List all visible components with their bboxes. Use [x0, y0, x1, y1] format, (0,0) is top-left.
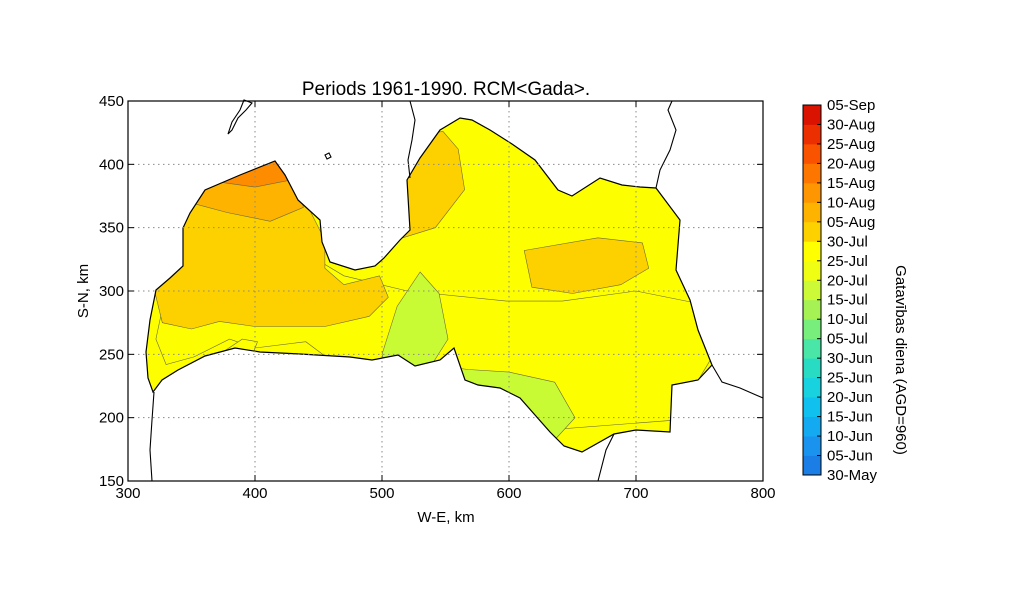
x-tick-label: 300 — [115, 485, 140, 502]
y-tick-label: 300 — [99, 283, 124, 300]
y-tick-label: 450 — [99, 93, 124, 110]
x-tick-label: 700 — [623, 485, 648, 502]
colorbar-segment — [803, 280, 821, 301]
latvia-outline — [145, 117, 713, 453]
contour-region-4 — [523, 237, 650, 294]
belarus-border-line — [711, 364, 764, 399]
colorbar-tick-label: 15-Jun — [827, 409, 873, 426]
x-axis-label: W-E, km — [417, 509, 474, 526]
colorbar-tick-label: 30-Jul — [827, 233, 868, 250]
colorbar-segment — [803, 436, 821, 456]
x-tick-label: 500 — [369, 485, 394, 502]
colorbar-segment — [803, 124, 821, 145]
colorbar-tick-label: 05-Sep — [827, 97, 875, 114]
axis-ticks: 300 400 500 600 700 800 150 200 250 300 350 400 450 — [99, 93, 776, 502]
x-tick-label: 600 — [496, 485, 521, 502]
colorbar-tick-label: 10-Jul — [827, 311, 868, 328]
neighbour-borders — [149, 99, 764, 482]
colorbar-tick-label: 15-Aug — [827, 175, 875, 192]
colorbar-tick-label: 30-Jun — [827, 350, 873, 367]
colorbar-tick-label: 25-Jul — [827, 253, 868, 270]
colorbar-segment — [803, 163, 821, 184]
y-tick-label: 400 — [99, 156, 124, 173]
colorbar-tick-label: 25-Aug — [827, 136, 875, 153]
y-axis-label: S-N, km — [75, 264, 92, 318]
colorbar-segment — [803, 416, 821, 437]
colorbar-label: Gatavības diena (AGD=960) — [892, 265, 909, 455]
estonia-coast-line — [227, 99, 253, 135]
southern-border-line — [149, 391, 155, 482]
x-tick-label: 800 — [750, 485, 775, 502]
grid-lines — [128, 101, 763, 481]
colorbar-segment — [803, 260, 821, 281]
southeast-border-line — [597, 433, 615, 482]
y-tick-label: 150 — [99, 473, 124, 490]
colorbar-tick-label: 05-Aug — [827, 214, 875, 231]
chart-title: Periods 1961-1990. RCM<Gada>. — [302, 79, 590, 100]
colorbar-segment — [803, 241, 821, 262]
colorbar-tick-label: 30-May — [827, 467, 878, 484]
colorbar-segment — [803, 182, 821, 203]
islet-outline — [324, 152, 332, 160]
colorbar-tick-label: 10-Jun — [827, 428, 873, 445]
colorbar-segment — [803, 358, 821, 379]
colorbar-segment — [803, 319, 821, 340]
colorbar-segment — [803, 105, 821, 125]
colorbar-tick-label: 15-Jul — [827, 292, 868, 309]
y-tick-label: 200 — [99, 410, 124, 427]
colorbar-segment — [803, 221, 821, 242]
colorbar-frame — [802, 104, 822, 476]
colorbar-tick-label: 05-Jun — [827, 448, 873, 465]
y-tick-label: 350 — [99, 220, 124, 237]
colorbar-tick-label: 30-Aug — [827, 116, 875, 133]
colorbar-tick-label: 20-Jun — [827, 389, 873, 406]
colorbar-segment — [803, 202, 821, 223]
colorbar: 30-May 05-Jun 10-Jun 15-Jun 20-Jun 25-Jun 30-J… — [802, 97, 878, 484]
colorbar-segment — [803, 338, 821, 359]
colorbar-segment — [803, 299, 821, 320]
colorbar-segment — [803, 143, 821, 164]
colorbar-tick-label: 25-Jun — [827, 370, 873, 387]
map-plot-area: 300 400 500 600 700 800 150 200 250 300 350 400 450 — [99, 93, 776, 502]
colorbar-segment — [803, 455, 821, 476]
colorbar-tick-label: 05-Jul — [827, 331, 868, 348]
x-tick-label: 400 — [242, 485, 267, 502]
y-tick-label: 250 — [99, 346, 124, 363]
russia-border-line — [655, 100, 677, 189]
saaremaa-coast-line — [407, 100, 416, 179]
colorbar-segment — [803, 397, 821, 417]
colorbar-tick-label: 20-Aug — [827, 155, 875, 172]
colorbar-tick-label: 20-Jul — [827, 272, 868, 289]
colorbar-tick-label: 10-Aug — [827, 194, 875, 211]
colorbar-segment — [803, 377, 821, 398]
